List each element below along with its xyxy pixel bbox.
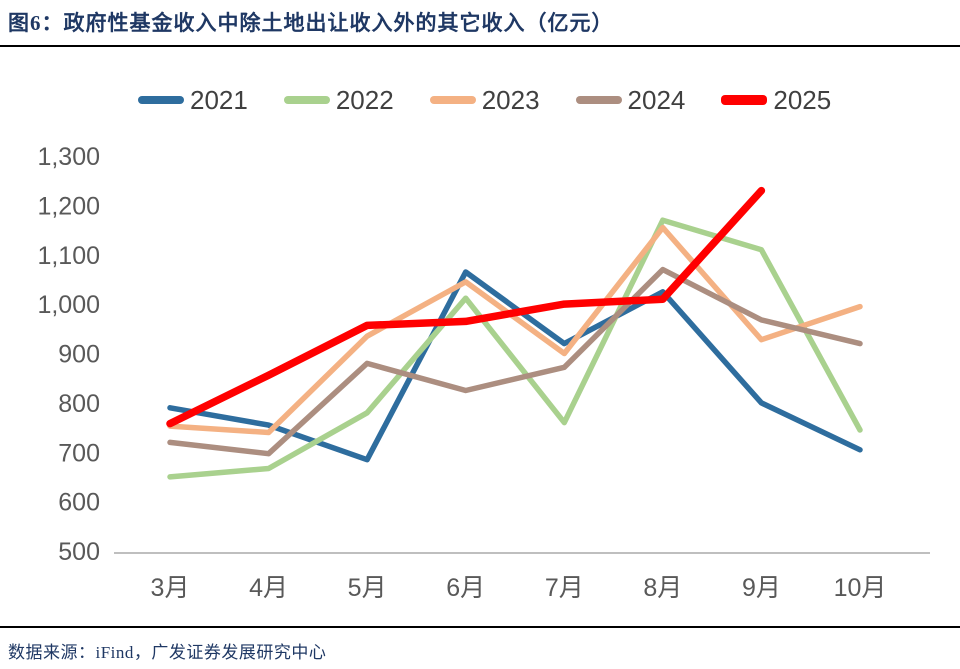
legend-item-2025: 2025 (721, 87, 831, 113)
y-axis-tick-label: 800 (58, 390, 100, 418)
y-axis-tick-label: 900 (58, 341, 100, 369)
legend-label-2025: 2025 (773, 85, 832, 115)
x-axis-tick-label: 8月 (643, 574, 682, 602)
series-line-2021 (167, 269, 863, 463)
x-axis-tick-label: 7月 (545, 574, 584, 602)
legend-swatch-2023 (429, 96, 476, 104)
y-axis-tick-label: 1,100 (37, 242, 100, 270)
series-line-2022 (167, 217, 863, 480)
x-axis-tick-label: 9月 (742, 574, 781, 602)
title-divider-line (0, 45, 960, 47)
figure-title: 图6：政府性基金收入中除土地出让收入外的其它收入（亿元） (8, 11, 614, 35)
source-divider-line (0, 626, 960, 628)
legend-swatch-2025 (721, 95, 768, 105)
series-line-2023 (167, 224, 863, 436)
y-axis-tick-label: 600 (58, 489, 100, 517)
series-line-2024 (167, 266, 863, 457)
series-line-2025 (166, 186, 766, 428)
chart-legend: 2021 2022 2023 2024 2025 (138, 87, 831, 113)
y-axis-tick-label: 700 (58, 439, 100, 467)
y-axis-tick-label: 1,000 (37, 291, 100, 319)
x-axis-tick-label: 3月 (151, 574, 190, 602)
legend-item-2021: 2021 (138, 87, 248, 113)
x-axis-tick-label: 10月 (834, 574, 887, 602)
legend-item-2022: 2022 (283, 85, 394, 115)
data-source-note: 数据来源：iFind，广发证券发展研究中心 (8, 643, 327, 662)
legend-label-2024: 2024 (627, 85, 686, 115)
x-axis-tick-label: 5月 (348, 574, 387, 602)
legend-item-2023: 2023 (429, 85, 540, 115)
legend-swatch-2022 (283, 96, 330, 104)
legend-label-2023: 2023 (481, 85, 540, 115)
legend-label-2021: 2021 (190, 85, 248, 115)
legend-label-2022: 2022 (335, 85, 394, 115)
legend-swatch-2024 (575, 96, 622, 104)
y-axis-tick-label: 500 (58, 538, 100, 566)
legend-swatch-2021 (138, 96, 184, 104)
x-axis-tick-label: 4月 (249, 574, 288, 602)
y-axis-tick-label: 1,200 (37, 192, 100, 220)
x-axis-tick-label: 6月 (446, 574, 485, 602)
y-axis-tick-label: 1,300 (37, 143, 100, 171)
legend-item-2024: 2024 (575, 85, 686, 115)
